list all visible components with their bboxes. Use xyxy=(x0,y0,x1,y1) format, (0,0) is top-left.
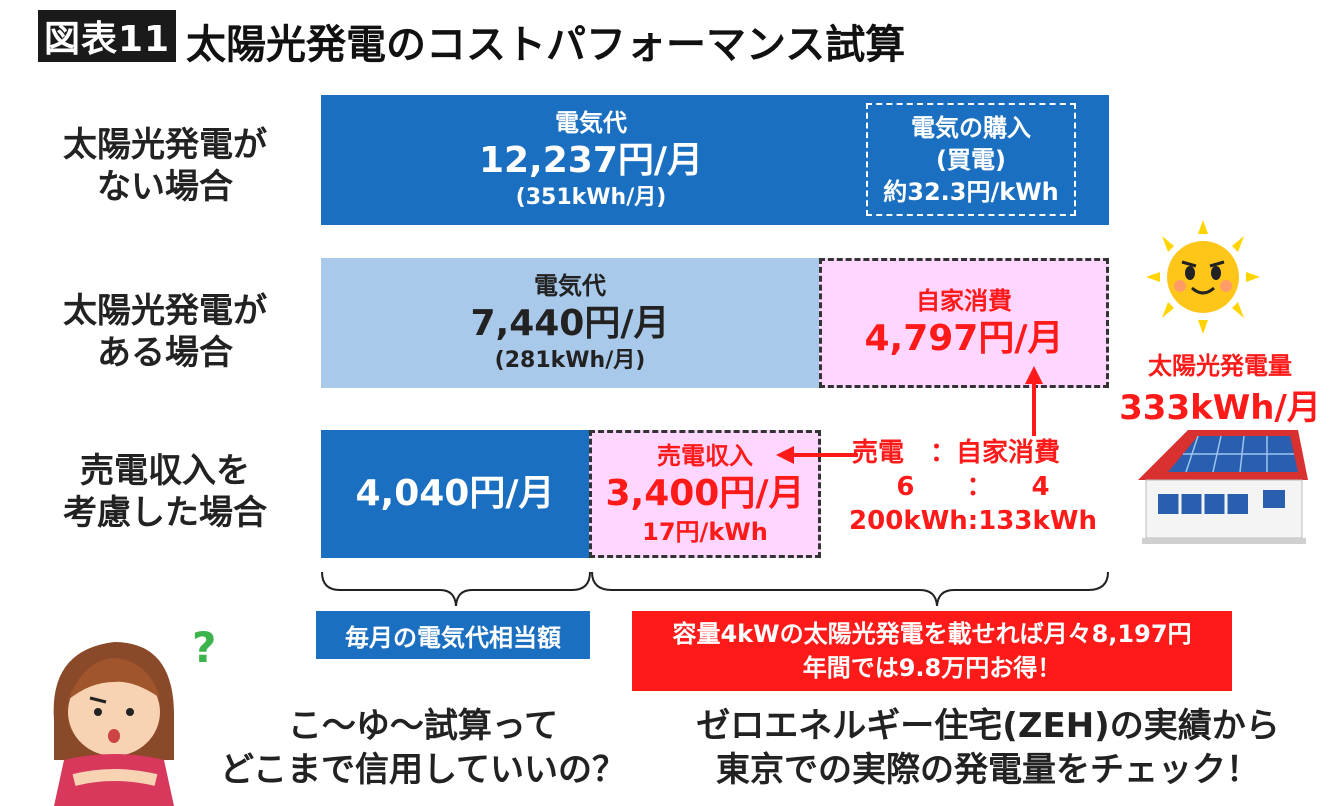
ratio-line: 売電 ：自家消費 xyxy=(852,438,1061,468)
row-label-with-solar: 太陽光発電が ある場合 xyxy=(30,290,300,374)
ratio-text: 売電 ：自家消費 6 ： 4 200kWh:133kWh xyxy=(842,436,1104,538)
solar-output-value: 333kWh/月 xyxy=(1119,388,1321,428)
savings-tag: 容量4kWの太陽光発電を載せれば月々8,197円 年間では9.8万円お得！ xyxy=(632,611,1232,691)
house-icon xyxy=(1138,430,1308,544)
bill-amount: 7,440円/月 xyxy=(470,303,670,344)
net-amount: 4,040円/月 xyxy=(355,473,555,514)
bottom-right-text: ゼロエネルギー住宅(ZEH)の実績から 東京での実際の発電量をチェック！ xyxy=(668,704,1308,792)
no-solar-bill: 電気代 12,237円/月 (351kWh/月) xyxy=(321,95,861,225)
ratio-line: 6 ： 4 xyxy=(896,472,1050,502)
brace-right-icon xyxy=(591,571,1109,607)
savings-line: 年間では9.8万円お得！ xyxy=(802,654,1062,682)
self-consumption-amount: 4,797円/月 xyxy=(864,318,1064,359)
bill-label: 電気代 xyxy=(555,109,627,137)
row-label-line: ない場合 xyxy=(97,167,233,207)
girl-icon: ? xyxy=(53,623,216,806)
solar-output-label: 太陽光発電量 xyxy=(1148,352,1292,380)
sales-label: 売電収入 xyxy=(657,442,753,470)
row-label-line: 太陽光発電が xyxy=(63,291,267,331)
row-label-line: 売電収入を xyxy=(80,451,250,491)
sun-icon xyxy=(1146,220,1260,334)
bottom-right-line: ゼロエネルギー住宅(ZEH)の実績から xyxy=(696,706,1280,746)
svg-text:?: ? xyxy=(192,623,216,672)
self-consumption-label: 自家消費 xyxy=(916,287,1012,315)
net-cost-box: 4,040円/月 xyxy=(321,430,589,558)
ratio-line: 200kWh:133kWh xyxy=(849,506,1097,536)
sales-rate: 17円/kWh xyxy=(642,518,768,546)
page-title: 太陽光発電のコストパフォーマンス試算 xyxy=(186,22,906,68)
no-solar-bar xyxy=(321,95,1109,225)
bill-amount: 12,237円/月 xyxy=(478,140,704,181)
brace-left-icon xyxy=(321,571,591,607)
row-label-line: 考慮した場合 xyxy=(63,493,267,533)
bottom-left-line: こ～ゆ～試算って xyxy=(287,706,559,746)
with-solar-bill: 電気代 7,440円/月 (281kWh/月) xyxy=(321,258,819,388)
bill-usage: (281kWh/月) xyxy=(494,348,646,373)
row-label-no-solar: 太陽光発電が ない場合 xyxy=(30,124,300,208)
bottom-left-text: こ～ゆ～試算って どこまで信用していいの？ xyxy=(198,704,648,792)
row-label-line: 太陽光発電が xyxy=(63,125,267,165)
figure-number: 図表11 xyxy=(38,10,176,62)
monthly-equivalent-tag: 毎月の電気代相当額 xyxy=(316,611,590,659)
self-consumption-box: 自家消費 4,797円/月 xyxy=(819,258,1109,388)
bottom-right-line: 東京での実際の発電量をチェック！ xyxy=(716,750,1260,790)
bill-usage: (351kWh/月) xyxy=(515,185,667,210)
bottom-left-line: どこまで信用していいの？ xyxy=(220,750,626,790)
purchase-sublabel: (買電) xyxy=(936,145,1006,174)
sales-amount: 3,400円/月 xyxy=(605,473,805,514)
purchase-label: 電気の購入 xyxy=(911,113,1031,142)
row-label-line: ある場合 xyxy=(97,333,233,373)
purchase-box: 電気の購入 (買電) 約32.3円/kWh xyxy=(866,103,1076,216)
arrow-up-icon xyxy=(1025,366,1043,436)
purchase-rate: 約32.3円/kWh xyxy=(883,177,1059,206)
savings-line: 容量4kWの太陽光発電を載せれば月々8,197円 xyxy=(672,620,1192,648)
row-label-with-sales: 売電収入を 考慮した場合 xyxy=(30,450,300,534)
arrow-left-icon xyxy=(776,446,858,464)
bill-label: 電気代 xyxy=(534,272,606,300)
sales-income-box: 売電収入 3,400円/月 17円/kWh xyxy=(589,430,821,558)
